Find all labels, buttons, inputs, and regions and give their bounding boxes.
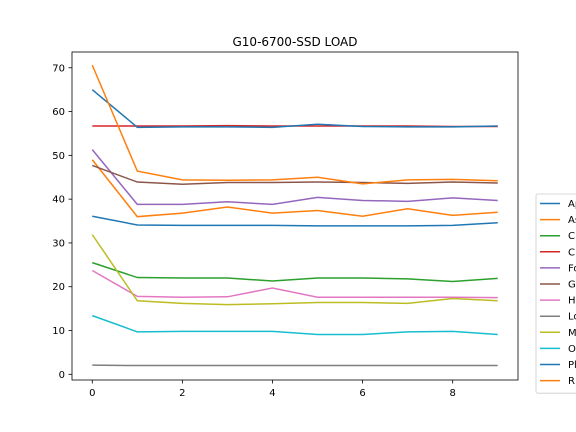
series-line-10 bbox=[91, 89, 498, 129]
legend-label-11: R bbox=[568, 376, 575, 387]
y-axis: 0 10 20 30 40 50 60 70 bbox=[52, 63, 72, 381]
chart-title: G10-6700-SSD LOAD bbox=[233, 35, 358, 49]
y-tick-label-2: 20 bbox=[52, 282, 65, 293]
legend-label-9: O bbox=[568, 344, 576, 355]
legend-label-1: As bbox=[568, 215, 576, 226]
legend-label-2: C bbox=[568, 231, 575, 242]
legend-label-10: Pl bbox=[568, 360, 576, 371]
legend-label-0: Ap bbox=[568, 199, 576, 210]
legend-label-3: C bbox=[568, 247, 575, 258]
y-tick-label-3: 30 bbox=[52, 238, 65, 249]
plot-area-frame bbox=[71, 51, 519, 381]
legend-label-8: M bbox=[568, 328, 576, 339]
series-line-8 bbox=[91, 234, 498, 306]
legend-label-4: Fo bbox=[568, 263, 576, 274]
y-tick-label-6: 60 bbox=[52, 107, 65, 118]
y-tick-label-0: 0 bbox=[59, 370, 65, 381]
y-tick-label-7: 70 bbox=[52, 63, 65, 74]
series-line-5 bbox=[92, 164, 498, 186]
x-tick-label-0: 0 bbox=[89, 388, 95, 399]
y-tick-label-5: 50 bbox=[52, 151, 65, 162]
x-tick-label-2: 4 bbox=[269, 388, 275, 399]
x-tick-label-4: 8 bbox=[449, 388, 455, 399]
series-line-11 bbox=[91, 64, 498, 185]
x-axis: 0 2 4 6 8 bbox=[89, 380, 456, 399]
x-tick-label-1: 2 bbox=[179, 388, 185, 399]
series-line-0 bbox=[92, 215, 498, 227]
series-line-2 bbox=[92, 261, 498, 283]
legend-label-7: Lo bbox=[568, 312, 576, 323]
series-line-1 bbox=[91, 159, 498, 218]
y-tick-label-1: 10 bbox=[52, 326, 65, 337]
series-line-4 bbox=[91, 149, 498, 206]
y-tick-label-4: 40 bbox=[52, 195, 65, 206]
legend-label-5: G bbox=[568, 280, 576, 291]
legend: Ap As CC Fo GH Lo MO Pl R bbox=[535, 193, 576, 394]
x-tick-label-3: 6 bbox=[359, 388, 365, 399]
plot-lines bbox=[91, 64, 498, 367]
series-line-6 bbox=[91, 269, 498, 299]
series-line-9 bbox=[92, 314, 498, 336]
legend-label-6: H bbox=[568, 296, 576, 307]
legend-box bbox=[535, 193, 576, 394]
